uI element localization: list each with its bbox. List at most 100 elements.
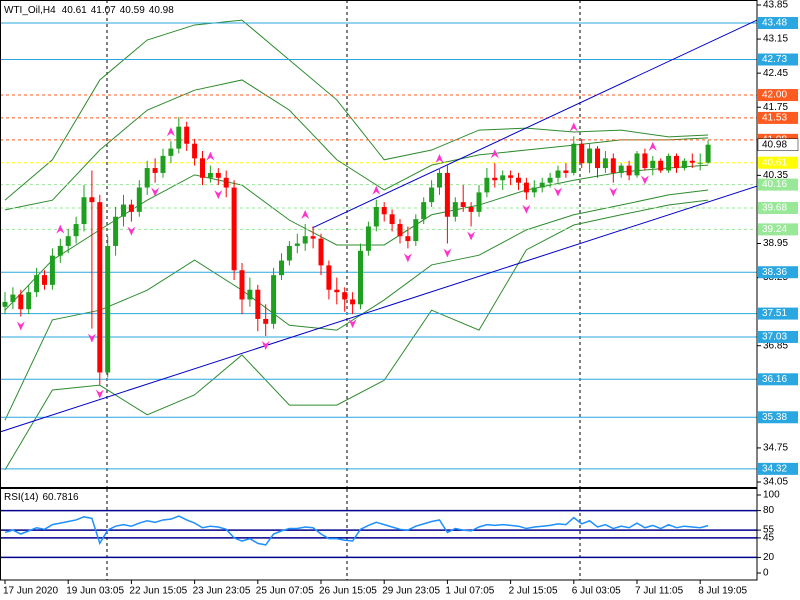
symbol: WTI_Oil,H4 <box>4 5 56 16</box>
level-tag-label: 39.24 <box>762 224 787 235</box>
bollinger-band <box>4 199 709 471</box>
open: 40.61 <box>62 5 87 16</box>
fractal-down <box>127 226 136 236</box>
candle-body <box>286 245 292 261</box>
rsi-y-tick-label: 100 <box>763 490 780 501</box>
candle-body <box>247 289 253 300</box>
candle-body <box>215 172 221 178</box>
candle-body <box>484 177 490 193</box>
candle-body <box>579 143 585 164</box>
candle-body <box>239 270 245 300</box>
candle-body <box>271 275 277 324</box>
candle-body <box>516 177 521 183</box>
level-tag <box>758 17 798 30</box>
candle-body <box>18 294 24 310</box>
candle-body <box>49 255 55 285</box>
candle-body <box>460 202 466 207</box>
x-tick-label: 7 Jul 11:05 <box>635 586 684 597</box>
fractal-down <box>151 187 160 197</box>
candle-body <box>476 192 482 212</box>
close: 40.98 <box>149 5 174 16</box>
rsi-y-tick-label: 55 <box>763 525 775 536</box>
level-tag-label: 37.03 <box>762 332 787 343</box>
candle-body <box>57 245 63 256</box>
level-tag-label: 43.48 <box>762 18 787 29</box>
level-tag <box>758 462 798 475</box>
candle-body <box>555 170 561 178</box>
candle-body <box>587 148 593 164</box>
level-tag <box>758 178 798 191</box>
candle-body <box>437 172 442 188</box>
candle-body <box>421 202 427 220</box>
candle-body <box>610 158 616 173</box>
fractal-down <box>16 321 25 331</box>
fractal-up <box>648 141 657 151</box>
level-tag-label: 42.73 <box>762 54 787 65</box>
candle-body <box>571 143 577 173</box>
level-tag-label: 42.00 <box>762 90 787 101</box>
rsi-header: RSI(14) 60.7816 <box>4 492 79 503</box>
level-tag <box>758 266 798 279</box>
candle-body <box>452 202 458 217</box>
candle-body <box>492 177 498 181</box>
candle-body <box>650 160 656 169</box>
candle-body <box>128 204 134 212</box>
fractal-down <box>522 204 531 214</box>
fractal-down <box>214 190 223 200</box>
candle-body <box>508 175 514 178</box>
trendline <box>0 185 757 433</box>
candle-body <box>152 168 158 173</box>
candle-body <box>626 165 632 176</box>
rsi-y-tick-label: 45 <box>763 533 775 544</box>
candle-body <box>689 160 695 163</box>
fractal-up <box>166 127 175 137</box>
candle-body <box>97 202 103 373</box>
x-tick-label: 22 Jun 15:05 <box>129 586 187 597</box>
candle-body <box>381 206 387 215</box>
rsi-frame <box>0 488 758 581</box>
y-tick-label: 34.05 <box>763 477 788 488</box>
candle-body <box>705 144 711 163</box>
candle-body <box>523 182 529 193</box>
fractal-down <box>640 175 649 185</box>
candle-body <box>373 206 379 227</box>
candle-body <box>42 275 47 285</box>
level-tag-label: 39.68 <box>762 203 787 214</box>
candle-body <box>231 187 237 271</box>
candle-body <box>342 292 348 300</box>
fractal-down <box>609 187 618 197</box>
fractal-down <box>443 248 452 258</box>
candle-body <box>350 299 356 305</box>
candle-body <box>160 155 166 173</box>
fractal-down <box>403 253 412 263</box>
candle-body <box>255 289 261 319</box>
candle-body <box>26 292 32 310</box>
level-tag-label: 40.61 <box>762 157 787 168</box>
candle-body <box>500 175 506 181</box>
level-tag <box>758 201 798 214</box>
fractal-up <box>569 122 578 132</box>
fractal-down <box>467 231 476 241</box>
rsi-y-tick-label: 80 <box>763 505 775 516</box>
y-tick-label: 43.15 <box>763 34 788 45</box>
y-tick-label: 42.45 <box>763 68 788 79</box>
candle-body <box>136 187 142 212</box>
high: 41.07 <box>91 5 116 16</box>
candle-body <box>697 162 703 164</box>
fractal-up <box>490 149 499 159</box>
fractal-up <box>206 151 215 161</box>
main-pane <box>0 0 757 487</box>
y-tick-label: 34.75 <box>763 443 788 454</box>
candle-body <box>468 206 474 212</box>
candle-body <box>595 148 600 169</box>
candle-body <box>184 126 190 144</box>
fractal-down <box>261 340 270 350</box>
fractal-up <box>372 185 381 195</box>
candle-body <box>602 158 608 169</box>
candle-body <box>326 265 332 290</box>
candle-body <box>444 172 450 217</box>
x-tick-label: 1 Jul 07:05 <box>445 586 494 597</box>
candle-body <box>121 204 126 217</box>
x-tick-label: 2 Jul 15:05 <box>509 586 558 597</box>
